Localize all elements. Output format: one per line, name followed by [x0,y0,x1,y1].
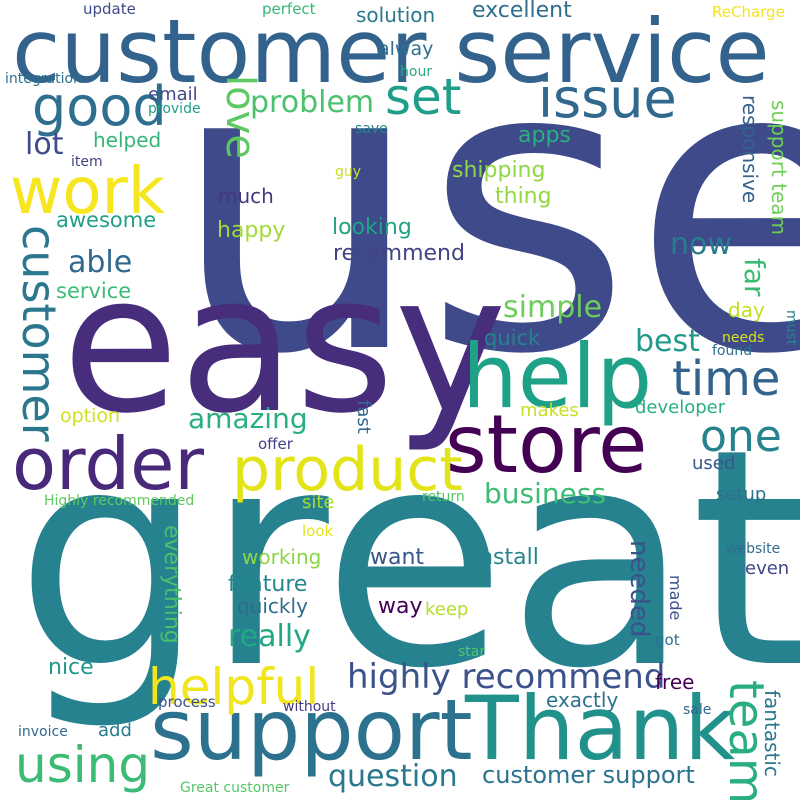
word-responsive: responsive [738,95,762,204]
word-nice: nice [48,655,94,680]
word-happy: happy [217,218,286,243]
word-quickly: quickly [237,594,308,618]
word-solution: solution [356,3,436,27]
word-highly-recommend: highly recommend [347,657,666,697]
word-lot: lot [25,127,64,162]
word-fantastic: fantastic [760,690,784,777]
word-save: save [355,121,388,137]
word-website: website [726,541,781,557]
word-great: great [15,385,800,734]
word-simple: simple [503,290,603,325]
word-helpful: helpful [148,658,320,716]
word-way: way [378,594,423,619]
word-want: want [370,545,425,570]
word-everything: everything [159,525,184,644]
word-good: good [32,75,167,138]
word-option: option [60,405,121,427]
word-thing: thing [495,184,552,209]
word-needed: needed [624,540,654,638]
word-item: item [71,154,103,170]
word-quick: quick [484,326,541,350]
word-free: free [655,670,695,694]
word-now: now [670,227,732,262]
word-excellent: excellent [472,0,572,23]
word-apps: apps [518,123,571,148]
word-far: far [738,258,771,297]
word-question: question [328,759,458,794]
word-order: order [12,422,204,506]
word-update: update [83,0,136,18]
word-awesome: awesome [56,208,157,232]
word-best: best [635,324,700,359]
word-got: got [655,631,680,649]
word-support-team: support team [767,100,791,236]
word-process: process [158,693,216,711]
word-service: service [56,279,132,303]
word-customer-support: customer support [482,761,695,789]
word-Highly-recommended: Highly recommended [44,493,195,509]
word-customer: customer [12,225,66,442]
word-Thank: Thank [465,677,736,780]
word-made: made [666,575,685,621]
word-u: u [726,576,743,606]
word-alway: alway [378,38,434,60]
word-even: even [745,558,790,579]
word-help: help [462,325,653,428]
word-look: look [302,522,334,540]
word-developer: developer [635,397,726,418]
word-perfect: perfect [262,0,316,18]
word-keep: keep [425,599,469,620]
word-install: install [473,545,539,570]
word-feature: feature [228,572,308,597]
word-add: add [98,720,132,741]
word-invoice: invoice [18,724,68,740]
word-customer-service: customer service [12,0,770,103]
word-guy: guy [335,164,362,180]
word-Great-customer: Great customer [180,780,290,796]
word-using: using [15,736,151,794]
word-found: found [712,343,753,359]
word-day: day [728,298,765,322]
word-recommend: recommend [333,241,465,266]
word-email: email [148,84,198,105]
word-exactly: exactly [546,688,619,712]
word-helped: helped [93,128,162,152]
word-business: business [484,477,607,510]
word-setup: setup [716,484,767,505]
word-issue: issue [538,67,677,130]
word-integration: integration [5,71,82,87]
word-amazing: amazing [188,402,308,435]
word-must: must [783,310,799,346]
word-work: work [10,155,165,229]
word-shipping: shipping [452,158,546,183]
word-sale: sale [683,702,712,718]
word-use: use [170,0,800,442]
word-provide: provide [148,101,201,117]
word-really: really [228,619,311,654]
word-without: without [283,699,336,715]
word-product: product [232,435,463,505]
word-star: star [458,644,486,660]
word-hour: hour [400,64,433,80]
word-able: able [68,245,133,280]
word-site: site [302,492,335,513]
word-used: used [692,453,736,474]
word-problem: problem [250,85,375,120]
word-support: support [150,681,473,779]
word-working: working [242,545,322,569]
word-fast: fast [353,400,374,434]
word-offer: offer [258,435,293,453]
word-looking: looking [332,215,412,240]
word-return: return [422,489,465,505]
word-ReCharge: ReCharge [712,3,785,21]
word-makes: makes [520,400,579,421]
word-needs: needs [722,330,765,346]
word-store: store [445,398,648,491]
word-one: one [700,411,782,462]
word-set: set [385,68,462,126]
word-easy: easy [62,234,507,455]
word-time: time [672,351,781,407]
word-much: much [218,184,274,208]
